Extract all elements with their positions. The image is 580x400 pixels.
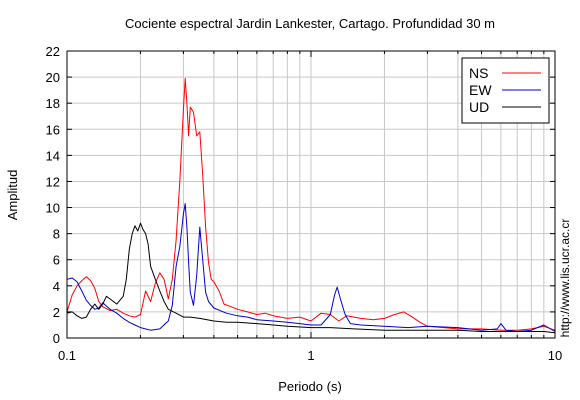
y-tick-label: 8 — [53, 227, 60, 242]
y-tick-label: 10 — [46, 201, 60, 216]
x-tick-label: 10 — [548, 348, 562, 363]
ticks: 0 2 4 6 8 10 12 14 16 18 20 22 0.1 1 10 — [46, 44, 563, 363]
legend-label-ew: EW — [469, 82, 492, 98]
y-axis-label: Amplitud — [5, 170, 20, 221]
legend-label-ns: NS — [469, 65, 488, 81]
series-line-ud — [66, 222, 556, 334]
legend-label-ud: UD — [469, 99, 489, 115]
series-line-ew — [66, 203, 556, 332]
x-axis-label: Periodo (s) — [278, 379, 342, 394]
chart-title: Cociente espectral Jardin Lankester, Car… — [125, 16, 495, 31]
series-layer — [66, 77, 556, 334]
y-tick-label: 20 — [46, 70, 60, 85]
side-url: http://www.lis.ucr.ac.cr — [558, 219, 572, 338]
y-tick-label: 2 — [53, 305, 60, 320]
x-tick-label: 1 — [307, 348, 314, 363]
x-tick-label: 0.1 — [58, 348, 76, 363]
series-line-ns — [66, 77, 556, 331]
y-tick-label: 14 — [46, 148, 60, 163]
y-tick-label: 12 — [46, 174, 60, 189]
y-tick-label: 18 — [46, 96, 60, 111]
y-tick-label: 0 — [53, 331, 60, 346]
y-tick-label: 16 — [46, 122, 60, 137]
y-tick-label: 22 — [46, 44, 60, 59]
y-tick-label: 6 — [53, 253, 60, 268]
y-tick-label: 4 — [53, 279, 60, 294]
